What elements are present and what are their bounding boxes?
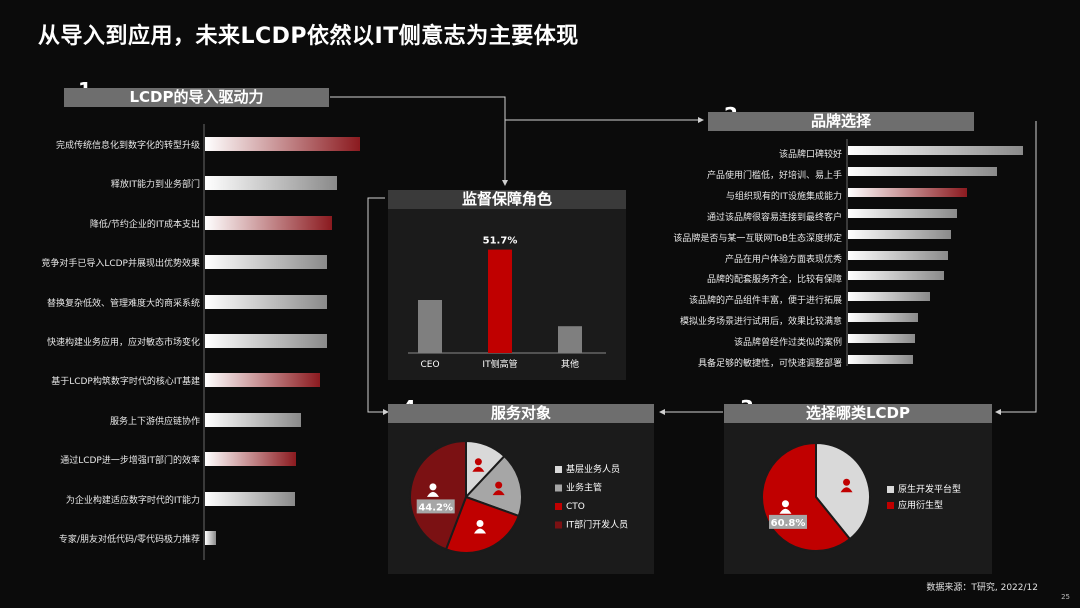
bar-label: 竞争对手已导入LCDP并展现出优势效果 — [41, 259, 200, 270]
legend-label: 应用衍生型 — [898, 499, 943, 511]
bar-label: 产品在用户体验方面表现优秀 — [724, 254, 842, 265]
arrow-2-to-3 — [995, 121, 1037, 415]
tick-label: IT侧高管 — [482, 358, 517, 370]
executive-icon — [474, 520, 487, 534]
section-2-title: 品牌选择 — [708, 112, 974, 131]
supervisor-bar-chart: CEO IT侧高管 51.7% 其他 — [408, 236, 606, 370]
bar — [558, 326, 582, 353]
tick-label: 其他 — [561, 358, 579, 370]
bar — [848, 334, 915, 344]
section-1-title: LCDP的导入驱动力 — [64, 88, 329, 107]
legend-label: CTO — [566, 502, 585, 512]
legend-swatch — [887, 502, 894, 509]
bar — [848, 146, 1023, 155]
bar — [205, 294, 328, 309]
bar-label: 品牌的配套服务齐全，比较有保障 — [706, 275, 842, 286]
bar — [848, 355, 913, 364]
supervisor-panel-title: 监督保障角色 — [388, 190, 626, 209]
data-source: 数据来源：T研究, 2022/12 — [926, 583, 1038, 593]
legend-swatch — [555, 484, 562, 492]
bar — [205, 255, 328, 270]
bar — [205, 412, 302, 427]
bar-label: 与组织现有的IT设施集成能力 — [725, 191, 842, 202]
bar-label: 专家/朋友对低代码/零代码极力推荐 — [58, 535, 200, 545]
tree-icon — [779, 500, 792, 514]
bar — [848, 208, 957, 218]
bar-label: 为企业构建适应数字时代的IT能力 — [65, 495, 200, 506]
data-label-bg — [416, 499, 455, 514]
bar-label: 该品牌是否与某一互联网ToB生态深度绑定 — [673, 233, 842, 244]
bar-label: 该品牌口碑较好 — [778, 150, 842, 160]
legend-label: IT部门开发人员 — [566, 519, 628, 531]
legend-label: 业务主管 — [566, 482, 602, 494]
bar — [418, 300, 442, 353]
data-label: 51.7% — [483, 236, 518, 247]
legend-swatch — [887, 486, 894, 493]
bar — [848, 229, 952, 239]
arrow-1-to-center — [330, 96, 508, 186]
bar — [205, 531, 216, 545]
bar — [848, 250, 948, 260]
bar-label: 完成传统信息化到数字化的转型升级 — [55, 141, 200, 151]
legend-label: 原生开发平台型 — [898, 483, 961, 495]
bar-label: 具备足够的敏捷性，可快速调整部署 — [697, 359, 842, 369]
bar-label: 服务上下游供应链协作 — [109, 416, 200, 427]
bar — [848, 166, 997, 176]
bar — [848, 313, 918, 323]
bar — [205, 373, 320, 388]
bar — [205, 334, 328, 348]
bar — [205, 215, 333, 230]
legend-swatch — [555, 466, 562, 473]
bar — [205, 491, 295, 506]
section-3-title: 选择哪类LCDP — [724, 404, 992, 423]
bar — [848, 187, 967, 197]
developer-icon — [426, 483, 439, 497]
legend-swatch — [555, 521, 562, 529]
bar-label: 快速构建业务应用，应对敏态市场变化 — [46, 338, 200, 348]
bar-label: 模拟业务场景进行试用后，效果比较满意 — [679, 317, 842, 328]
bar-label: 该品牌曾经作过类似的案例 — [733, 338, 842, 349]
bar — [848, 271, 945, 281]
bar — [205, 176, 337, 191]
bar — [848, 292, 931, 302]
page-title: 从导入到应用，未来LCDP依然以IT侧意志为主要体现 — [38, 24, 579, 49]
bar-label: 该品牌的产品组件丰富，便于进行拓展 — [688, 296, 842, 307]
arrow-center-to-4 — [367, 197, 389, 415]
bar — [205, 452, 297, 467]
bar-label: 降低/节约企业的IT成本支出 — [89, 219, 200, 230]
bar-label: 基于LCDP构筑数字时代的核心IT基建 — [51, 377, 200, 388]
legend-swatch — [555, 503, 562, 510]
tick-label: CEO — [420, 360, 439, 370]
section-4-title: 服务对象 — [388, 404, 654, 423]
manager-icon — [492, 481, 505, 496]
worker-icon — [472, 458, 485, 472]
pie-slice — [409, 439, 467, 551]
bar — [205, 137, 360, 151]
bar-label: 通过该品牌很容易连接到最终客户 — [706, 212, 842, 223]
bar-label: 替换复杂低效、管理难度大的商采系统 — [46, 298, 200, 309]
bar-label: 产品使用门槛低，好培训、易上手 — [706, 170, 842, 181]
data-label: 44.2% — [418, 502, 453, 513]
data-label-bg — [768, 514, 807, 529]
bar — [488, 249, 512, 353]
legend-label: 基层业务人员 — [566, 463, 620, 475]
data-label: 60.8% — [771, 518, 806, 529]
bar-label: 通过LCDP进一步增强IT部门的效率 — [60, 456, 200, 467]
page-number: 25 — [1061, 593, 1070, 601]
monitor-icon — [840, 478, 853, 493]
bar-label: 释放IT能力到业务部门 — [110, 180, 200, 191]
lcdp-type-pie-chart: 原生开发平台型 60.8% 应用衍生型 — [761, 441, 961, 552]
